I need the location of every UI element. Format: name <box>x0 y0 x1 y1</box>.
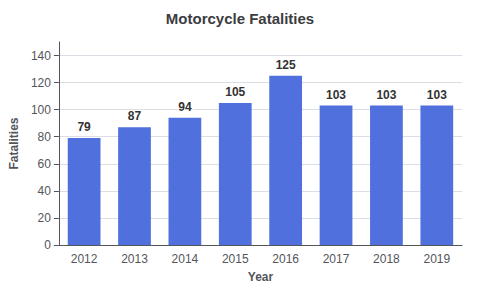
svg-text:103: 103 <box>427 88 447 102</box>
svg-text:20: 20 <box>38 211 52 225</box>
svg-text:2019: 2019 <box>423 252 450 266</box>
svg-text:80: 80 <box>38 130 52 144</box>
svg-text:2017: 2017 <box>323 252 350 266</box>
svg-text:105: 105 <box>225 85 245 99</box>
svg-text:2018: 2018 <box>373 252 400 266</box>
svg-text:94: 94 <box>178 100 192 114</box>
svg-text:120: 120 <box>31 76 51 90</box>
svg-text:103: 103 <box>326 88 346 102</box>
svg-text:60: 60 <box>38 157 52 171</box>
svg-text:0: 0 <box>44 238 51 252</box>
svg-text:79: 79 <box>77 120 91 134</box>
svg-text:140: 140 <box>31 49 51 63</box>
svg-text:2016: 2016 <box>272 252 299 266</box>
svg-text:87: 87 <box>128 109 142 123</box>
svg-text:2014: 2014 <box>172 252 199 266</box>
svg-text:Motorcycle Fatalities: Motorcycle Fatalities <box>166 10 314 27</box>
svg-text:103: 103 <box>376 88 396 102</box>
svg-text:Fatalities: Fatalities <box>7 117 21 169</box>
svg-text:Year: Year <box>248 270 274 284</box>
svg-text:2013: 2013 <box>121 252 148 266</box>
svg-text:100: 100 <box>31 103 51 117</box>
svg-text:2015: 2015 <box>222 252 249 266</box>
svg-text:40: 40 <box>38 184 52 198</box>
svg-text:125: 125 <box>276 58 296 72</box>
svg-text:2012: 2012 <box>71 252 98 266</box>
